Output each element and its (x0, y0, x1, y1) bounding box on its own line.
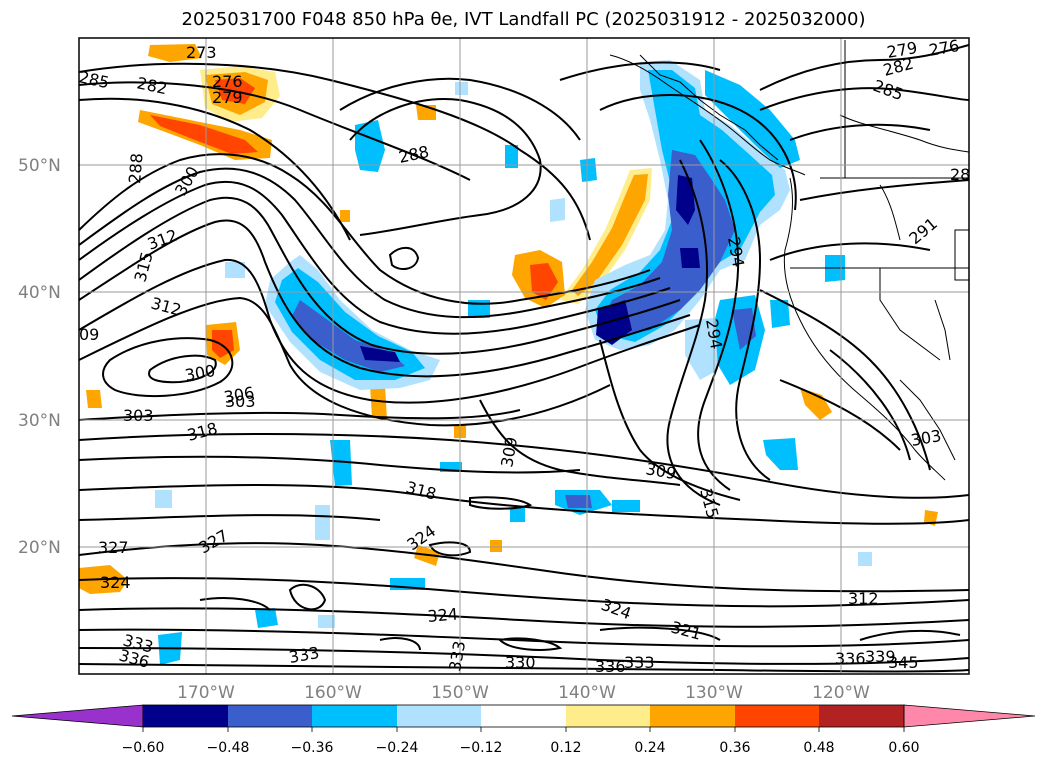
lat-label: 20°N (18, 538, 61, 558)
lon-label: 160°W (304, 683, 362, 703)
contour-label: 324 (427, 604, 459, 626)
lon-label: 130°W (685, 683, 743, 703)
colorbar-bin (481, 705, 566, 727)
contour-label: 288 (125, 152, 147, 184)
colorbar-bin (228, 705, 312, 727)
contour-label: 336 (835, 649, 866, 668)
contour-label: 339 (865, 647, 896, 666)
colorbar-tick-label: 0.12 (550, 740, 581, 756)
contour-label: 312 (848, 589, 879, 608)
colorbar-tick-label: 0.24 (634, 740, 665, 756)
gridlines (79, 38, 969, 674)
colorbar-tick-label: −0.24 (376, 740, 419, 756)
lat-label: 40°N (18, 283, 61, 303)
colorbar: −0.60 −0.48 −0.36 −0.24 −0.12 0.12 0.24 … (11, 704, 1036, 756)
contour-label: 276 (927, 36, 960, 60)
contour-label: 324 (100, 573, 131, 592)
lon-label: 140°W (558, 683, 616, 703)
contour-label: 276 (212, 72, 243, 91)
lon-label: 170°W (177, 683, 235, 703)
map-title: 2025031700 F048 850 hPa θe, IVT Landfall… (181, 9, 866, 30)
ivt-shading (79, 44, 938, 665)
map-frame (78, 37, 970, 675)
latitude-labels: 50°N 40°N 30°N 20°N (18, 156, 61, 558)
colorbar-tick-label: 0.48 (803, 740, 834, 756)
colorbar-extend-low (11, 704, 144, 728)
colorbar-bin (819, 705, 904, 727)
colorbar-bin (397, 705, 481, 727)
contour-label: 327 (98, 538, 129, 557)
colorbar-extend-high (903, 704, 1036, 728)
colorbar-tick-label: 0.36 (719, 740, 750, 756)
coastlines (609, 40, 969, 481)
colorbar-tick-label: −0.48 (207, 740, 250, 756)
colorbar-tick-label: −0.12 (460, 740, 503, 756)
contour-label: 09 (79, 325, 99, 344)
contour-label: 303 (123, 406, 154, 425)
colorbar-bin (735, 705, 819, 727)
lat-label: 50°N (18, 156, 61, 176)
colorbar-bin (312, 705, 397, 727)
contour-label: 330 (505, 653, 536, 672)
contour-label: 333 (624, 653, 655, 672)
colorbar-tick-label: −0.60 (122, 740, 165, 756)
contour-label: 336 (595, 657, 626, 676)
contour-label: 279 (212, 88, 243, 107)
lon-label: 150°W (431, 683, 489, 703)
colorbar-tick-label: −0.36 (291, 740, 334, 756)
colorbar-tick-label: 0.60 (888, 740, 919, 756)
contour-label: 28 (950, 165, 970, 184)
colorbar-bin (143, 705, 228, 727)
longitude-labels: 170°W 160°W 150°W 140°W 130°W 120°W (177, 683, 870, 703)
contour-label: 345 (888, 653, 919, 672)
contour-label: 279 (885, 38, 918, 62)
lon-label: 120°W (812, 683, 870, 703)
contour-label: 303 (225, 392, 256, 411)
lat-label: 30°N (18, 411, 61, 431)
colorbar-bin (650, 705, 735, 727)
theta-e-contours (79, 44, 969, 673)
colorbar-bin (566, 705, 650, 727)
contour-label: 273 (186, 43, 217, 62)
